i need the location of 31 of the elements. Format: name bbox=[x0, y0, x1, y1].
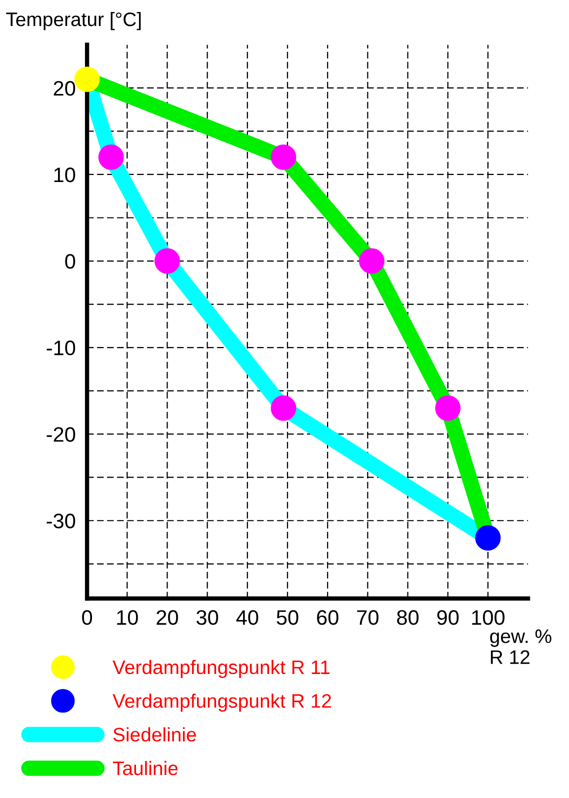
y-tick-label: -20 bbox=[46, 427, 76, 442]
legend-label: Taulinie bbox=[112, 760, 178, 776]
point bbox=[358, 248, 384, 274]
x-axis-title: gew. % R 12 bbox=[490, 629, 552, 664]
x-tick-label: 10 bbox=[117, 610, 138, 625]
x-tick-label: 20 bbox=[156, 610, 178, 625]
legend-label: Verdampfungspunkt R 12 bbox=[112, 694, 331, 712]
point bbox=[435, 395, 461, 421]
x-tick-label: 70 bbox=[357, 610, 378, 625]
point bbox=[74, 66, 100, 92]
x-tick-label: 90 bbox=[437, 610, 459, 625]
y-axis-title: Temperatur [°C] bbox=[6, 12, 141, 30]
x-tick-label: 80 bbox=[397, 610, 419, 625]
y-tick-label: -30 bbox=[46, 514, 76, 528]
point bbox=[270, 144, 296, 170]
y-tick-label: -10 bbox=[46, 340, 76, 356]
x-tick-label: 0 bbox=[82, 610, 92, 625]
legend-label: Verdampfungspunkt R 11 bbox=[112, 660, 330, 678]
x-tick-label: 100 bbox=[472, 610, 505, 625]
y-tick-label: 10 bbox=[54, 167, 76, 182]
x-tick-label: 30 bbox=[196, 610, 218, 625]
point bbox=[154, 248, 180, 274]
x-tick-label: 40 bbox=[236, 610, 258, 625]
legend-label: Siedelinie bbox=[113, 727, 196, 742]
y-tick-label: 0 bbox=[65, 254, 76, 269]
x-tick-label: 60 bbox=[317, 610, 338, 625]
point bbox=[98, 144, 124, 170]
point bbox=[270, 395, 296, 421]
y-tick-label: 20 bbox=[54, 80, 76, 96]
point bbox=[475, 525, 501, 551]
x-tick-label: 50 bbox=[276, 610, 298, 625]
